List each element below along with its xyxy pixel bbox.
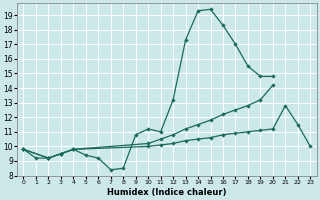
X-axis label: Humidex (Indice chaleur): Humidex (Indice chaleur) (107, 188, 227, 197)
